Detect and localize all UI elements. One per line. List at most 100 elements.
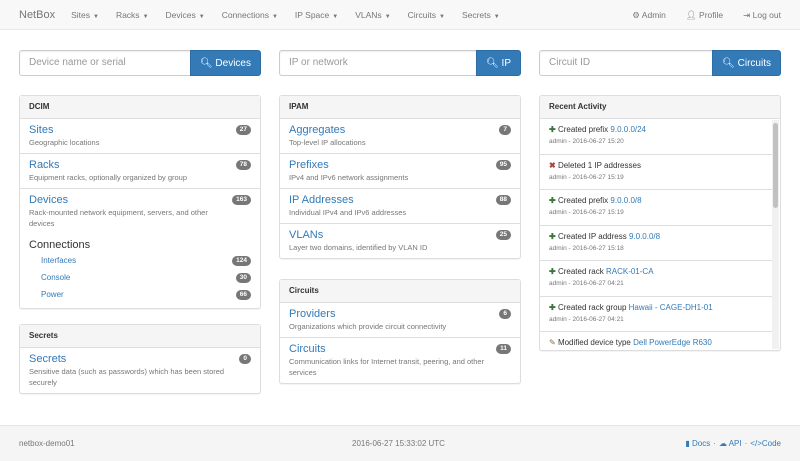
caret-down-icon: ▼ xyxy=(198,13,205,20)
pencil-icon: ✎ xyxy=(549,338,556,347)
caret-down-icon: ▼ xyxy=(493,13,500,20)
ipam-panel: IPAM Aggregates Top-level IP allocations… xyxy=(279,95,521,259)
item-description: Organizations which provide circuit conn… xyxy=(289,322,447,331)
count-badge: 95 xyxy=(495,160,511,170)
activity-object-link[interactable]: RACK-01-CA xyxy=(605,267,654,276)
recent-activity-panel: Recent Activity ✚ Created prefix 9.0.0.0… xyxy=(539,95,781,351)
racks-link[interactable]: Racks xyxy=(29,159,60,171)
activity-object-link[interactable]: Hawaii - CAGE-DH1-01 xyxy=(628,302,713,312)
footer: netbox-demo01 2016-06-27 15:33:02 UTC ▮ … xyxy=(0,425,800,461)
list-item-racks: Racks Equipment racks, optionally organi… xyxy=(20,154,260,189)
connection-power: Power 66 xyxy=(29,286,251,303)
admin-label: Admin xyxy=(641,9,666,20)
item-description: Communication links for Internet transit… xyxy=(289,357,485,377)
search-button-label: Circuits xyxy=(737,57,771,69)
item-description: Equipment racks, optionally organized by… xyxy=(29,173,188,182)
activity-action: Created prefix xyxy=(557,125,609,134)
ip-addresses-link[interactable]: IP Addresses xyxy=(289,194,354,206)
nav-menu-racks[interactable]: Racks ▼ xyxy=(116,10,149,20)
count-badge: 163 xyxy=(232,195,251,205)
search-button-circuits[interactable]: 🔍︎ Circuits xyxy=(712,50,781,76)
nav-menu-label: Circuits xyxy=(407,9,436,20)
admin-link[interactable]: ⚙ Admin xyxy=(632,10,666,21)
activity-item: ✚ Created rack group Hawaii - CAGE-DH1-0… xyxy=(540,297,772,332)
interfaces-link[interactable]: Interfaces xyxy=(41,256,77,265)
api-link[interactable]: ☁ API xyxy=(719,439,742,448)
search-button-devices[interactable]: 🔍︎ Devices xyxy=(189,50,261,76)
search-icon: 🔍︎ xyxy=(722,57,738,69)
item-description: Top-level IP allocations xyxy=(289,138,366,147)
search-input-devices[interactable] xyxy=(19,50,190,76)
activity-object-link[interactable]: Dell PowerEdge R630 xyxy=(633,338,712,347)
devices-link[interactable]: Devices xyxy=(29,194,69,206)
caret-down-icon: ▼ xyxy=(438,13,445,20)
power-link[interactable]: Power xyxy=(41,290,64,299)
nav-menu-ip-space[interactable]: IP Space ▼ xyxy=(295,10,338,20)
count-badge: 78 xyxy=(235,160,251,170)
docs-link[interactable]: ▮ Docs xyxy=(685,439,710,448)
secrets-panel: Secrets Secrets Sensitive data (such as … xyxy=(19,324,261,394)
activity-meta: admin - 2016-06-27 15:20 xyxy=(549,138,624,145)
providers-link[interactable]: Providers xyxy=(289,308,336,320)
caret-down-icon: ▼ xyxy=(384,13,391,20)
nav-menu-vlans[interactable]: VLANs ▼ xyxy=(355,10,390,20)
nav-menu-secrets[interactable]: Secrets ▼ xyxy=(462,10,500,20)
connection-console: Console 30 xyxy=(29,269,251,286)
nav-menu-label: Devices xyxy=(165,9,196,20)
search-form-ip: IP or network 🔍︎ IP xyxy=(279,50,521,76)
activity-action: Created prefix xyxy=(557,196,609,205)
list-item-circuits: Circuits Communication links for Interne… xyxy=(280,338,520,383)
vlans-link[interactable]: VLANs xyxy=(289,229,324,241)
brand-logo[interactable]: NetBox xyxy=(19,8,56,21)
activity-action: Deleted 1 IP addresses xyxy=(557,160,641,170)
count-badge: 11 xyxy=(496,344,511,354)
search-input-circuits[interactable] xyxy=(539,50,713,76)
cloud-icon: ☁ xyxy=(718,439,729,448)
scrollbar[interactable] xyxy=(772,120,779,349)
code-label: Code xyxy=(761,439,781,448)
item-description: IPv4 and IPv6 network assignments xyxy=(289,173,409,182)
console-link[interactable]: Console xyxy=(41,273,71,282)
profile-link[interactable]: 👤︎ Profile xyxy=(686,10,723,21)
prefixes-link[interactable]: Prefixes xyxy=(289,159,329,171)
activity-meta: admin - 2016-06-27 04:21 xyxy=(549,280,624,287)
logout-link[interactable]: ⇥ Log out xyxy=(743,10,781,21)
count-badge: 66 xyxy=(235,290,251,300)
list-item-sites: Sites Geographic locations 27 xyxy=(20,119,260,154)
dcim-panel: DCIM Sites Geographic locations 27 Racks… xyxy=(19,95,261,309)
activity-object-link[interactable]: 9.0.0.0/8 xyxy=(628,231,661,241)
activity-item: ✖ Deleted 1 IP addresses admin - 2016-06… xyxy=(540,155,772,190)
nav-menu-label: VLANs xyxy=(355,9,382,20)
nav-menu-sites[interactable]: Sites ▼ xyxy=(71,10,99,20)
scrollbar-thumb[interactable] xyxy=(773,123,778,208)
count-badge: 30 xyxy=(235,273,251,283)
item-description: Sensitive data (such as passwords) which… xyxy=(29,367,225,387)
search-form-devices: Device name or serial 🔍︎ Devices xyxy=(19,50,261,76)
count-badge: 124 xyxy=(232,256,251,266)
logout-label: Log out xyxy=(752,9,781,20)
caret-down-icon: ▼ xyxy=(142,13,149,20)
nav-menu-connections[interactable]: Connections ▼ xyxy=(222,10,278,20)
aggregates-link[interactable]: Aggregates xyxy=(289,124,346,136)
secrets-link[interactable]: Secrets xyxy=(29,353,67,365)
panel-heading: Secrets xyxy=(20,325,260,348)
activity-object-link[interactable]: 9.0.0.0/24 xyxy=(610,125,647,134)
panel-heading: Circuits xyxy=(280,280,520,303)
code-link[interactable]: </>Code xyxy=(750,439,781,448)
sites-link[interactable]: Sites xyxy=(29,124,54,136)
nav-menu-devices[interactable]: Devices ▼ xyxy=(166,10,205,20)
docs-label: Docs xyxy=(692,439,711,448)
search-button-ip[interactable]: 🔍︎ IP xyxy=(476,50,521,76)
activity-object-link[interactable]: 9.0.0.0/8 xyxy=(610,196,642,205)
circuits-link[interactable]: Circuits xyxy=(289,343,326,355)
search-input-ip[interactable] xyxy=(279,50,477,76)
activity-action: Created rack group xyxy=(557,302,627,312)
plus-icon: ✚ xyxy=(549,267,556,276)
count-badge: 6 xyxy=(499,309,511,319)
nav-menu-circuits[interactable]: Circuits ▼ xyxy=(408,10,445,20)
activity-meta: admin - 2016-06-27 04:21 xyxy=(549,315,624,323)
api-label: API xyxy=(728,439,742,448)
activity-action: Modified device type xyxy=(557,338,631,347)
count-badge: 88 xyxy=(495,195,511,205)
list-item-devices: Devices Rack-mounted network equipment, … xyxy=(20,189,260,234)
